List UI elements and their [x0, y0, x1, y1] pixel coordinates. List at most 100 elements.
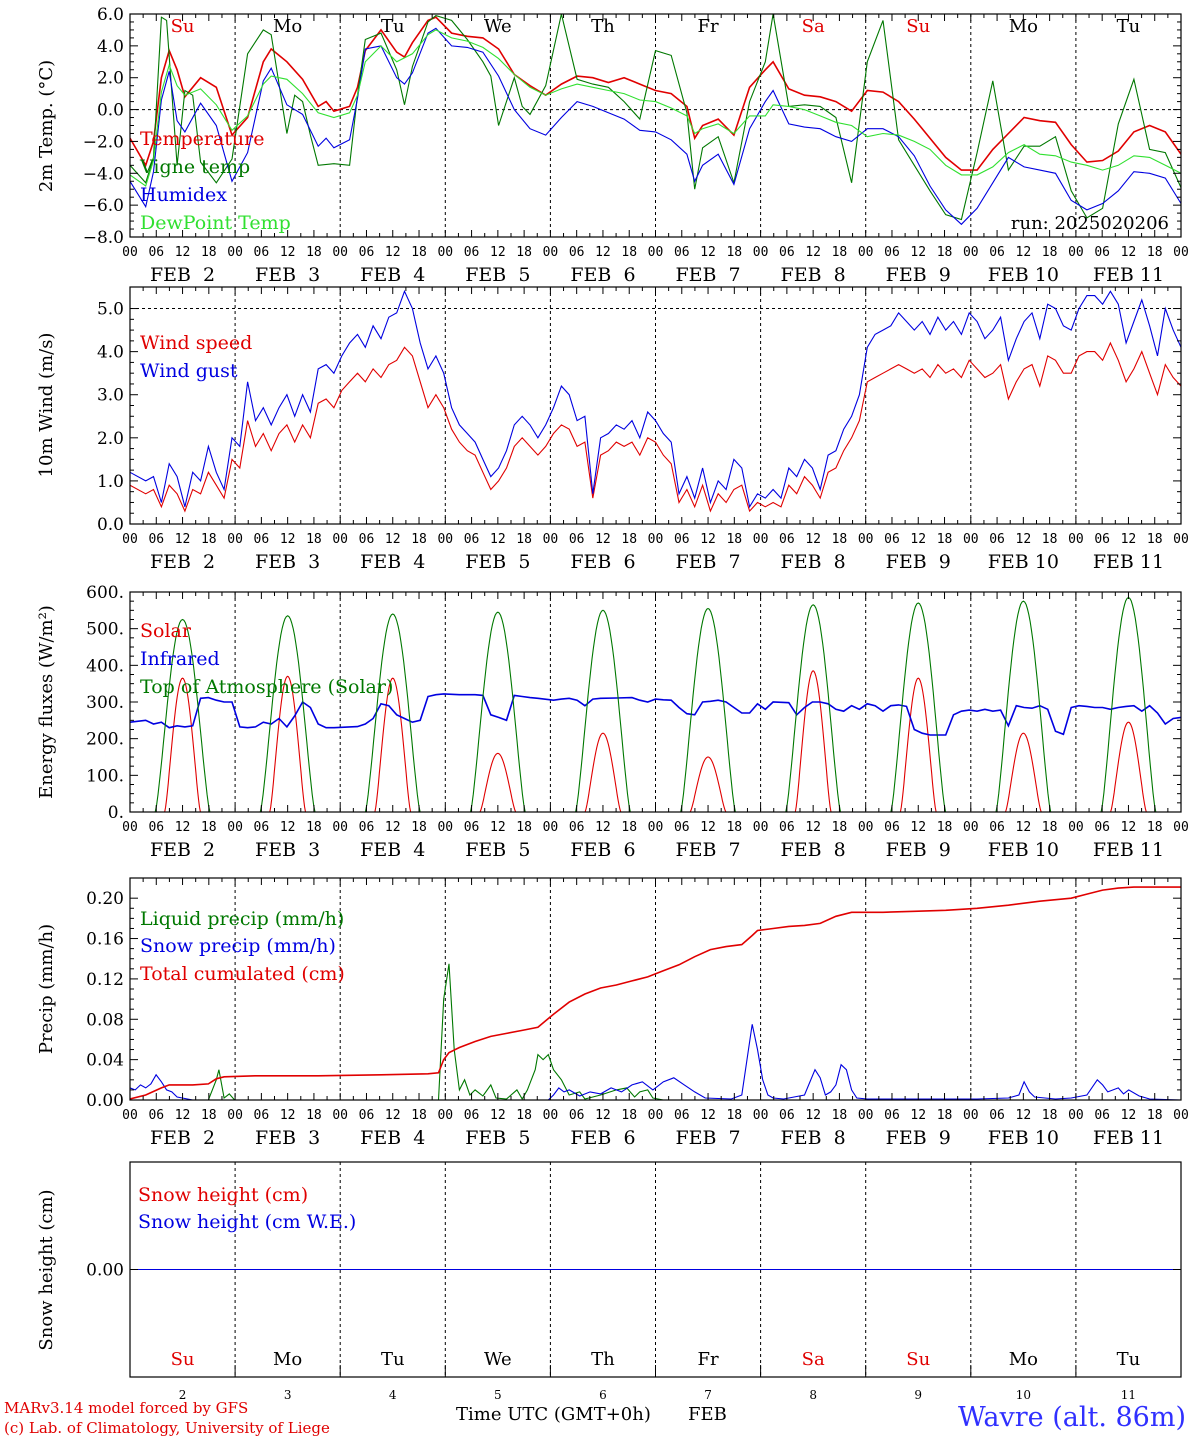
day-label: Th [591, 16, 615, 37]
hour-label: 06 [1094, 532, 1110, 547]
date-label: FEB 9 [886, 264, 951, 286]
legend-entry: Temperature [140, 128, 264, 150]
hour-label: 00 [1068, 1108, 1084, 1123]
hour-label: 18 [411, 245, 427, 260]
day-label: Sa [802, 16, 825, 37]
hour-label: 12 [805, 245, 821, 260]
hour-label: 12 [175, 532, 191, 547]
legend-entry: Total cumulated (cm) [140, 963, 345, 985]
day-number: 9 [914, 1388, 922, 1402]
y-tick-label: 6.0 [97, 5, 124, 25]
hour-label: 18 [832, 532, 848, 547]
hour-label: 06 [359, 820, 375, 835]
day-label: Su [906, 1349, 930, 1370]
date-label: FEB 8 [781, 839, 846, 861]
hour-label: 18 [411, 820, 427, 835]
date-label: FEB 7 [675, 264, 740, 286]
hour-label: 06 [989, 820, 1005, 835]
hour-label: 00 [332, 245, 348, 260]
y-tick-label: 600. [86, 583, 124, 603]
y-tick-label: 200. [86, 730, 124, 750]
series-line-wind-gust [130, 289, 1181, 509]
day-label: Tu [381, 16, 405, 37]
x-axis-title: Time UTC (GMT+0h) [456, 1404, 651, 1425]
hour-label: 12 [280, 820, 296, 835]
date-label: FEB 4 [360, 1127, 425, 1149]
series-line-infrared [130, 693, 1181, 736]
hour-label: 18 [832, 1108, 848, 1123]
series-line-temperature [130, 16, 1181, 171]
date-label: FEB 9 [886, 551, 951, 573]
run-label: run: 2025020206 [1011, 213, 1169, 234]
date-label: FEB 11 [1093, 264, 1164, 286]
day-label: Sa [802, 1349, 825, 1370]
series-group [130, 13, 1181, 226]
hour-label: 18 [621, 245, 637, 260]
date-label: FEB 10 [988, 839, 1059, 861]
hour-label: 06 [779, 820, 795, 835]
hour-label: 00 [1068, 245, 1084, 260]
y-tick-label: 3.0 [97, 386, 124, 406]
date-label: FEB 11 [1093, 1127, 1164, 1149]
day-label: Fr [698, 16, 719, 37]
day-label: Mo [273, 1349, 302, 1370]
hour-label: 00 [648, 245, 664, 260]
hour-label: 12 [385, 245, 401, 260]
hour-label: 12 [1016, 820, 1032, 835]
date-label: FEB 5 [465, 839, 530, 861]
series-line-wind-speed [130, 341, 1181, 513]
hour-label: 00 [227, 820, 243, 835]
y-tick-label: 2.0 [97, 69, 124, 89]
hour-label: 18 [726, 820, 742, 835]
date-label: FEB 7 [675, 839, 740, 861]
hour-label: 00 [1173, 820, 1189, 835]
hour-label: 12 [490, 820, 506, 835]
y-tick-label: 2.0 [97, 429, 124, 449]
hour-label: 12 [1016, 1108, 1032, 1123]
hour-label: 12 [175, 245, 191, 260]
legend-entry: Infrared [140, 648, 220, 670]
day-number: 11 [1121, 1388, 1136, 1402]
hour-label: 06 [779, 245, 795, 260]
panel-3: 600. 500. 400. 300. 200. 100. 0. Energy fluxes … [36, 583, 1189, 861]
hour-label: 06 [254, 1108, 270, 1123]
hour-label: 18 [1147, 245, 1163, 260]
legend-entry: Top of Atmosphere (Solar) [140, 676, 393, 698]
date-label: FEB 10 [988, 1127, 1059, 1149]
hour-label: 12 [1121, 245, 1137, 260]
hour-label: 12 [385, 820, 401, 835]
day-number: 2 [179, 1388, 187, 1402]
hour-label: 00 [753, 532, 769, 547]
y-axis-label: 2m Temp. (°C) [36, 60, 57, 192]
hour-label: 12 [175, 820, 191, 835]
hour-label: 18 [1042, 245, 1058, 260]
day-label: Tu [1117, 16, 1141, 37]
legend-entry: Vigne temp [139, 156, 250, 178]
date-label: FEB 9 [886, 1127, 951, 1149]
hour-label: 00 [648, 532, 664, 547]
hour-label: 18 [937, 1108, 953, 1123]
y-axis-label: 10m Wind (m/s) [36, 333, 57, 478]
date-label: FEB 8 [781, 264, 846, 286]
series-line-total-cumulated-cm- [130, 886, 1181, 1100]
y-tick-label: 500. [86, 620, 124, 640]
plot-frame [129, 13, 1182, 238]
legend-entry: Snow height (cm) [138, 1184, 308, 1206]
date-label: FEB 11 [1093, 551, 1164, 573]
hour-label: 18 [201, 245, 217, 260]
hour-label: 18 [201, 820, 217, 835]
date-label: FEB 4 [360, 264, 425, 286]
hour-label: 00 [648, 1108, 664, 1123]
hour-label: 06 [569, 245, 585, 260]
day-number: 8 [809, 1388, 817, 1402]
hour-label: 00 [543, 245, 559, 260]
hour-label: 18 [411, 1108, 427, 1123]
hour-label: 00 [543, 820, 559, 835]
hour-label: 12 [385, 532, 401, 547]
hour-label: 18 [937, 820, 953, 835]
hour-label: 06 [1094, 820, 1110, 835]
y-tick-label: 0.0 [97, 101, 124, 121]
date-label: FEB 6 [570, 1127, 635, 1149]
hour-label: 12 [1121, 1108, 1137, 1123]
hour-label: 18 [306, 1108, 322, 1123]
